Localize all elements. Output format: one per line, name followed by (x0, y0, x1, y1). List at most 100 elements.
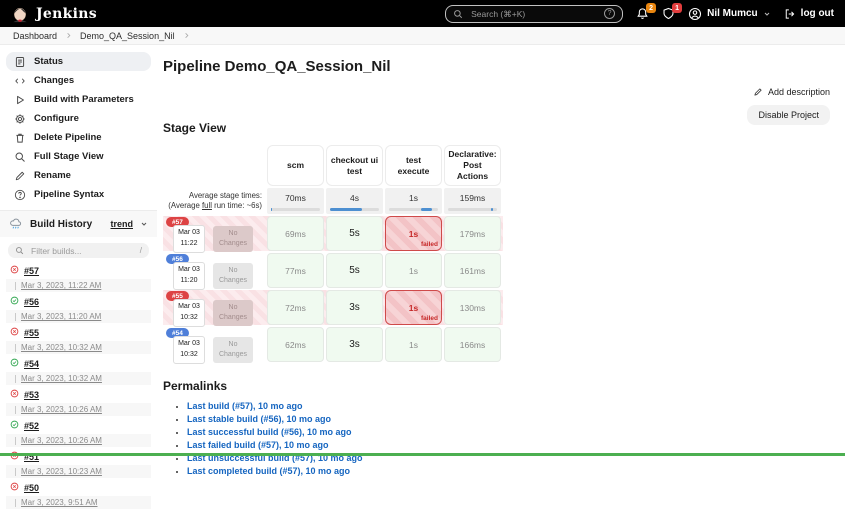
build-history-item: #53 Mar 3, 2023, 10:26 AM (6, 386, 151, 416)
sidebar-item-full-stage-view[interactable]: Full Stage View (6, 147, 151, 166)
sidebar-item-build-with-parameters[interactable]: Build with Parameters (6, 90, 151, 109)
average-stage-times-label: Average stage times: (Average full run t… (168, 190, 262, 211)
filter-builds-box: / (8, 243, 149, 258)
stage-cell[interactable]: 179ms (444, 216, 501, 252)
disable-project-button[interactable]: Disable Project (747, 105, 830, 125)
stage-cell[interactable]: 1s (385, 327, 442, 363)
stage-cell[interactable]: 3s (326, 327, 383, 363)
stage-cell-failed[interactable]: 1s failed (385, 290, 442, 326)
divider (0, 210, 157, 211)
stage-cell[interactable]: 69ms (267, 216, 324, 252)
stage-cell[interactable]: 5s (326, 253, 383, 289)
average-stage-time: 70ms (267, 188, 324, 215)
build-link[interactable]: #53 (24, 390, 40, 400)
failed-circle-icon (10, 327, 19, 339)
permalink-link[interactable]: Last failed build (#57), 10 mo ago (187, 440, 329, 451)
add-description-button[interactable]: Add description (753, 87, 830, 97)
build-link[interactable]: #52 (24, 421, 40, 431)
search-icon (453, 9, 463, 19)
build-date-box[interactable]: Mar 03 11:20 (173, 262, 205, 290)
permalink-link[interactable]: Last completed build (#57), 10 mo ago (187, 466, 351, 477)
build-date-link[interactable]: Mar 3, 2023, 10:32 AM (6, 372, 151, 385)
user-menu[interactable]: Nil Mumcu (688, 7, 771, 21)
breadcrumb-project[interactable]: Demo_QA_Session_Nil (80, 30, 175, 41)
average-stage-time: 4s (326, 188, 383, 215)
stage-cell[interactable]: 5s (326, 216, 383, 252)
sidebar-item-rename[interactable]: Rename (6, 166, 151, 185)
stage-cell[interactable]: 166ms (444, 327, 501, 363)
stage-time-bar (389, 208, 438, 212)
security-button[interactable]: 1 (662, 3, 683, 20)
sidebar-item-status[interactable]: Status (6, 52, 151, 71)
stage-row: #56 Mar 03 11:20 No Changes 77ms 5s 1s 1… (163, 253, 503, 290)
stage-cell[interactable]: 161ms (444, 253, 501, 289)
trend-link[interactable]: trend (110, 219, 134, 229)
build-date-box[interactable]: Mar 03 10:32 (173, 299, 205, 327)
person-icon (688, 7, 702, 21)
search-input[interactable] (469, 7, 599, 20)
sidebar-item-label: Changes (34, 75, 75, 86)
build-link[interactable]: #57 (24, 266, 40, 276)
sidebar-item-configure[interactable]: Configure (6, 109, 151, 128)
build-date-link[interactable]: Mar 3, 2023, 11:22 AM (6, 279, 151, 292)
build-history-item: #55 Mar 3, 2023, 10:32 AM (6, 324, 151, 354)
sidebar: Status Changes Build with Parameters Con… (0, 45, 157, 509)
main-content: Pipeline Demo_QA_Session_Nil Add descrip… (157, 45, 845, 476)
brand-title: Jenkins (36, 5, 97, 22)
permalinks-list: Last build (#57), 10 mo ago Last stable … (187, 401, 845, 476)
success-circle-icon (10, 296, 19, 308)
build-link[interactable]: #55 (24, 328, 40, 338)
stage-cell-failed[interactable]: 1s failed (385, 216, 442, 252)
build-date-link[interactable]: Mar 3, 2023, 10:32 AM (6, 341, 151, 354)
build-badge[interactable]: #55 (166, 291, 189, 302)
stage-cell[interactable]: 130ms (444, 290, 501, 326)
stage-column-header: test execute (385, 145, 442, 187)
build-link[interactable]: #54 (24, 359, 40, 369)
play-icon (14, 94, 26, 106)
search-help-icon[interactable]: ? (604, 8, 616, 19)
build-link[interactable]: #50 (24, 483, 40, 493)
permalink-link[interactable]: Last stable build (#56), 10 mo ago (187, 414, 332, 425)
permalink-link[interactable]: Last successful build (#56), 10 mo ago (187, 427, 352, 438)
logout-button[interactable]: log out (784, 8, 834, 20)
chevron-right-icon (65, 32, 72, 39)
logout-label: log out (800, 8, 834, 19)
build-date-box[interactable]: Mar 03 11:22 (173, 225, 205, 253)
notifications-button[interactable]: 2 (636, 3, 657, 20)
build-date-link[interactable]: Mar 3, 2023, 10:23 AM (6, 465, 151, 478)
build-badge[interactable]: #54 (166, 328, 189, 339)
permalinks-title: Permalinks (163, 379, 228, 394)
failed-circle-icon (10, 482, 19, 494)
stage-cell[interactable]: 3s (326, 290, 383, 326)
build-badge[interactable]: #56 (166, 254, 189, 265)
notifications-badge: 2 (646, 3, 657, 13)
breadcrumb-dashboard[interactable]: Dashboard (13, 30, 58, 41)
build-history-item: #50 Mar 3, 2023, 9:51 AM (6, 479, 151, 509)
sidebar-item-label: Rename (34, 170, 71, 181)
trash-icon (14, 132, 26, 144)
failed-label: failed (421, 315, 438, 323)
build-date-link[interactable]: Mar 3, 2023, 10:26 AM (6, 403, 151, 416)
search-box: ? (445, 4, 624, 23)
page-title: Pipeline Demo_QA_Session_Nil (163, 58, 391, 75)
build-badge[interactable]: #57 (166, 217, 189, 228)
build-date-link[interactable]: Mar 3, 2023, 9:51 AM (6, 496, 151, 509)
stage-cell[interactable]: 72ms (267, 290, 324, 326)
footer-accent-bar (0, 453, 845, 456)
jenkins-home-link[interactable]: Jenkins (11, 5, 97, 23)
sidebar-item-pipeline-syntax[interactable]: Pipeline Syntax (6, 185, 151, 204)
stage-column-header: Declarative: Post Actions (444, 145, 501, 187)
build-link[interactable]: #56 (24, 297, 40, 307)
sidebar-item-delete-pipeline[interactable]: Delete Pipeline (6, 128, 151, 147)
build-date-link[interactable]: Mar 3, 2023, 10:26 AM (6, 434, 151, 447)
full-run-time-link[interactable]: full (201, 201, 212, 211)
build-date-box[interactable]: Mar 03 10:32 (173, 336, 205, 364)
build-date-link[interactable]: Mar 3, 2023, 11:20 AM (6, 310, 151, 323)
chevron-down-icon[interactable] (140, 220, 148, 228)
filter-builds-input[interactable] (29, 244, 135, 257)
permalink-link[interactable]: Last build (#57), 10 mo ago (187, 401, 303, 412)
sidebar-item-changes[interactable]: Changes (6, 71, 151, 90)
stage-cell[interactable]: 62ms (267, 327, 324, 363)
stage-cell[interactable]: 77ms (267, 253, 324, 289)
stage-cell[interactable]: 1s (385, 253, 442, 289)
